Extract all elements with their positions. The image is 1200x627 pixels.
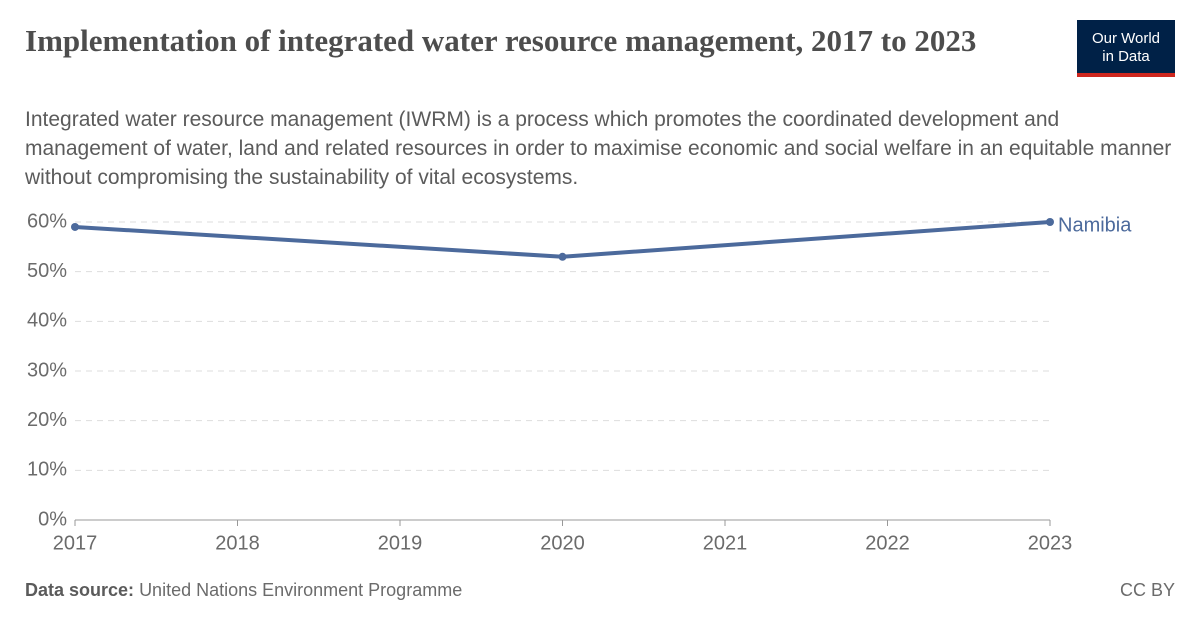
source-text[interactable]: United Nations Environment Programme: [139, 580, 463, 600]
line: [74, 220, 1051, 259]
point: [1046, 218, 1054, 226]
x-tick-label: 2021: [703, 532, 748, 554]
x-tick-label: 2017: [53, 532, 98, 554]
logo-text: in Data: [1102, 48, 1150, 65]
y-tick-label: 40%: [27, 310, 67, 332]
y-tick-label: 0%: [38, 508, 67, 530]
chart-subtitle: Integrated water resource management (IW…: [25, 108, 1172, 189]
logo[interactable]: Our World in Data: [1077, 20, 1175, 77]
source: Data source: United Nations Environment …: [25, 580, 462, 601]
source-label: Data source:: [25, 580, 135, 600]
x-tick-label: 2023: [1028, 532, 1073, 554]
y-tick-label: 50%: [27, 260, 67, 282]
point: [558, 252, 567, 261]
logo-text: Our World: [1091, 30, 1161, 47]
x-tick-label: 2018: [215, 532, 260, 554]
chart-title: Implementation of integrated water resou…: [25, 23, 977, 58]
y-tick-label: 10%: [27, 459, 67, 481]
license[interactable]: CC BY: [1119, 580, 1175, 600]
y-tick-label: 20%: [27, 409, 67, 431]
x-tick-label: 2020: [540, 532, 585, 554]
point: [71, 222, 79, 231]
y-tick-label: 60%: [27, 210, 67, 232]
x-tick-label: 2022: [865, 532, 910, 554]
x-tick-label: 2019: [378, 532, 423, 554]
series-label: Namibia: [1058, 214, 1132, 236]
y-tick-label: 30%: [27, 359, 67, 381]
